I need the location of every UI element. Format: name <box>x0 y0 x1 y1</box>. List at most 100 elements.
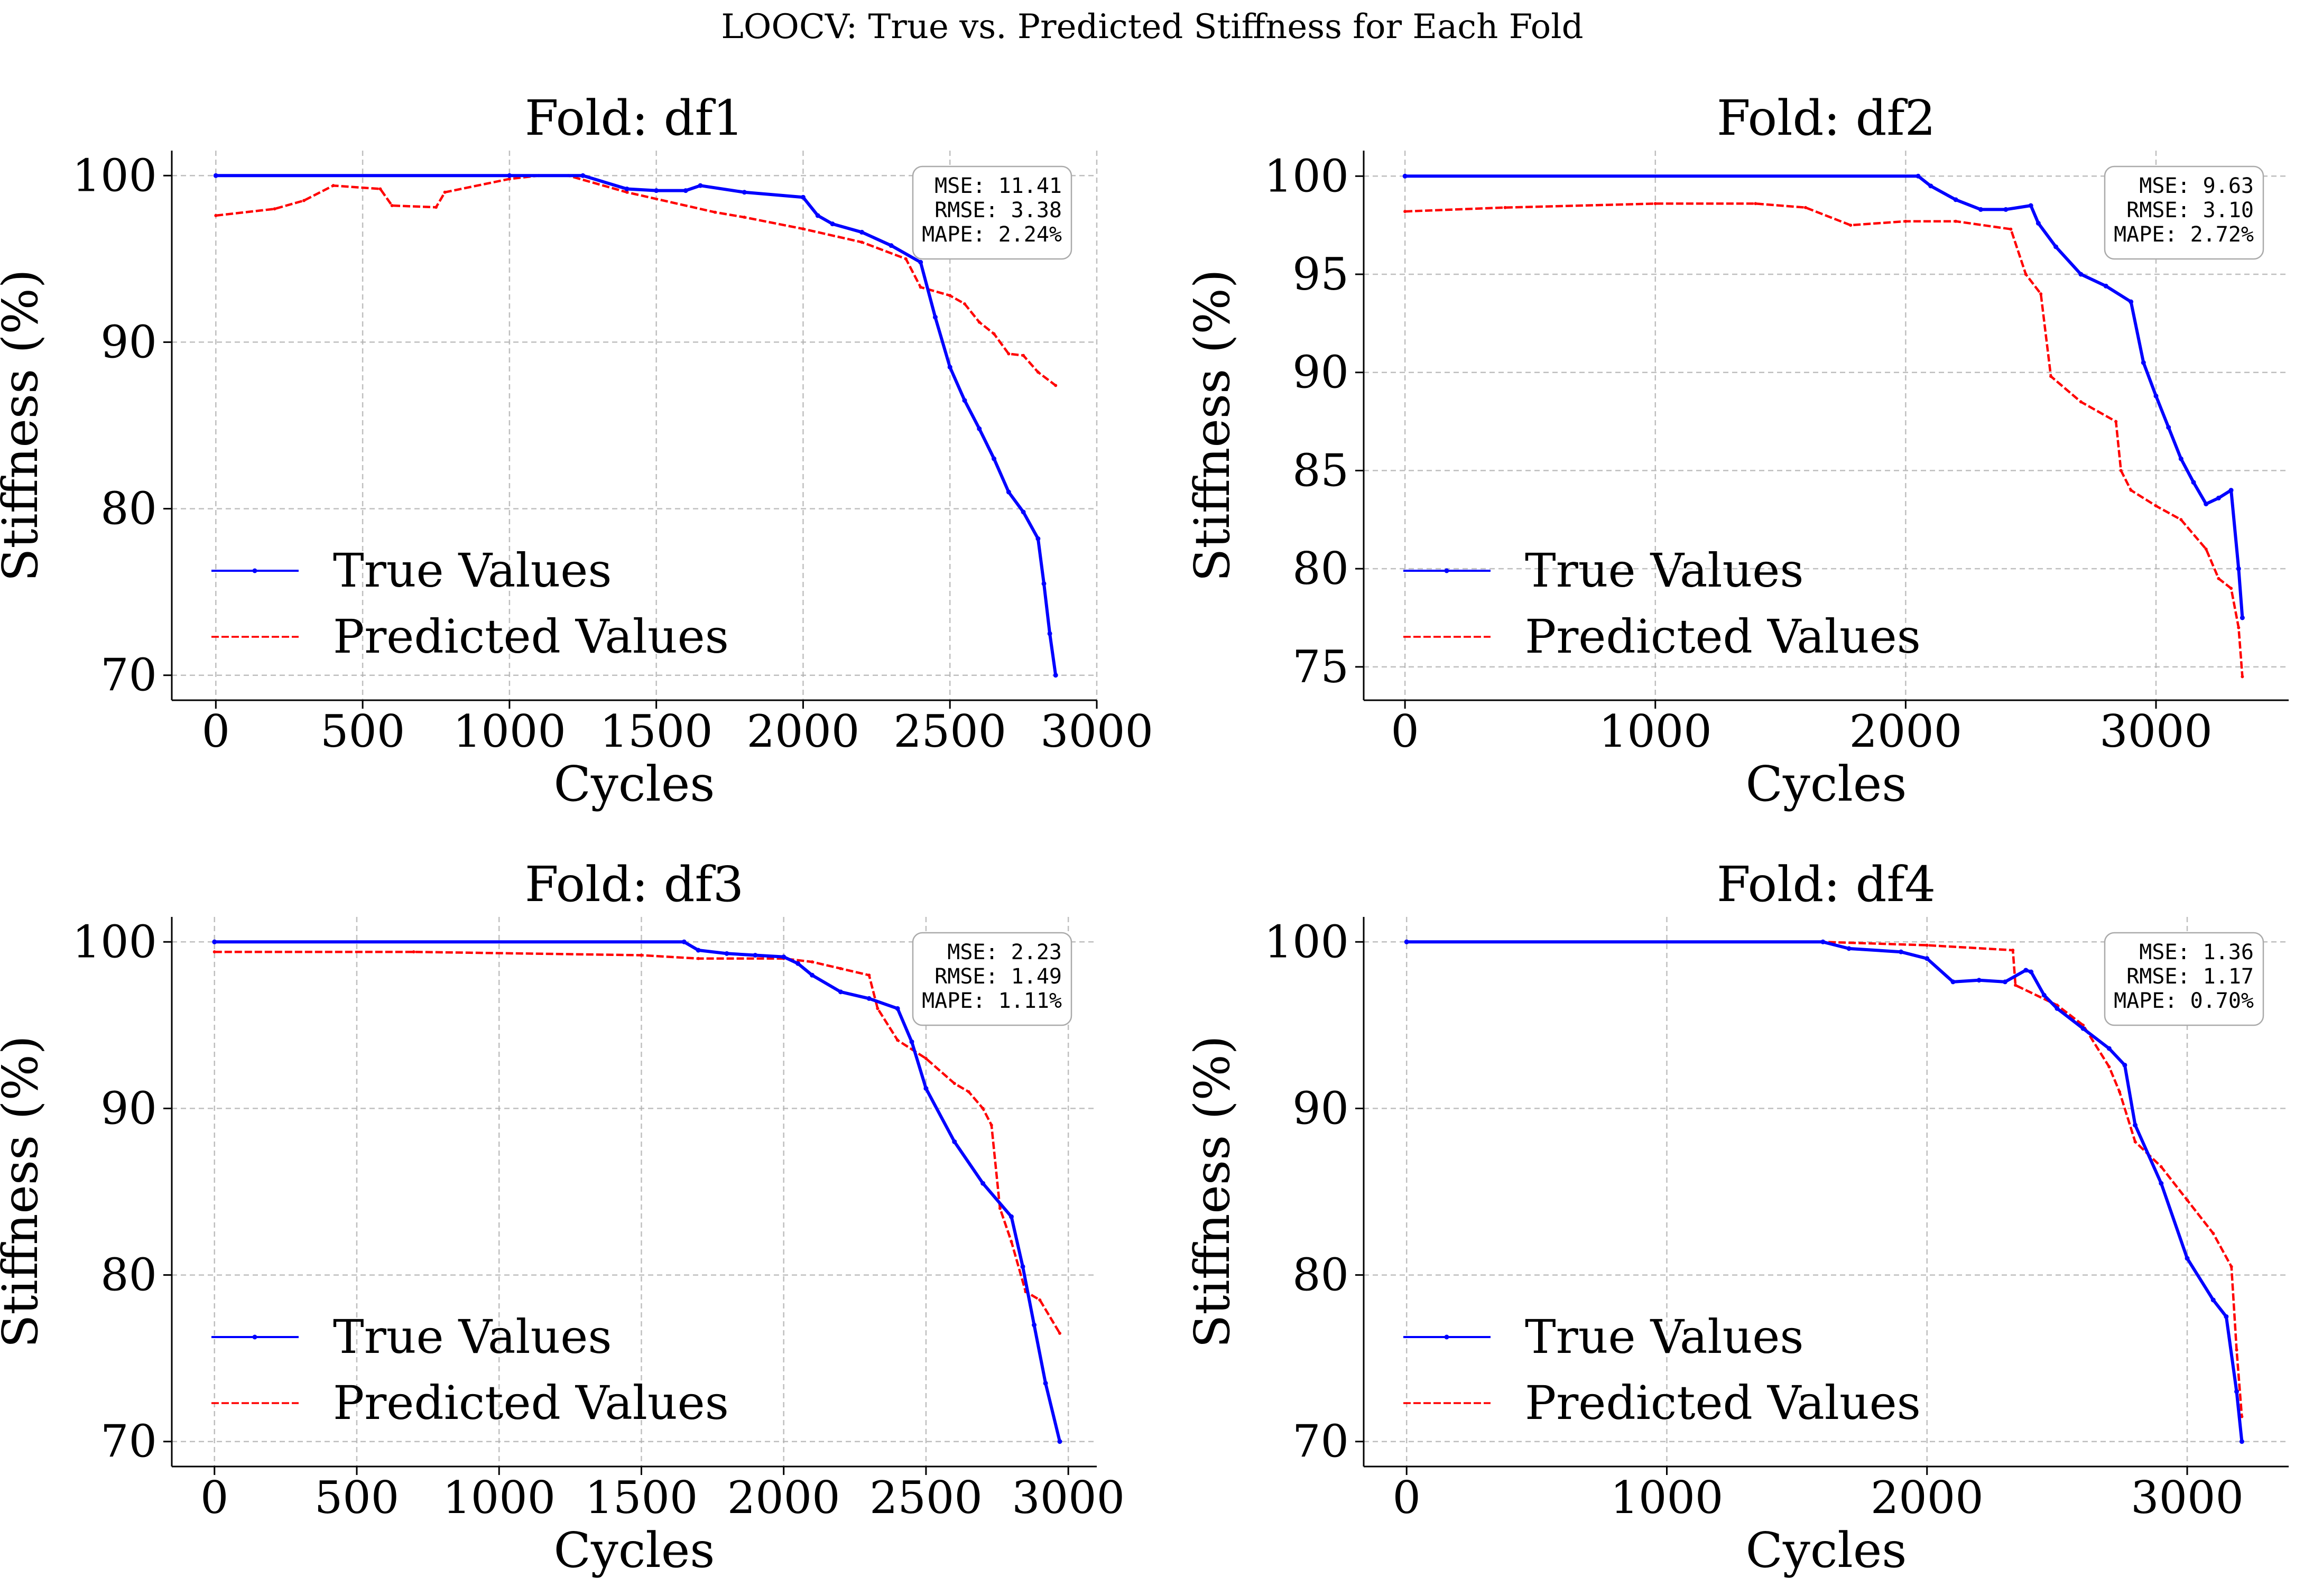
true-value-point <box>580 173 586 178</box>
true-value-point <box>2204 502 2209 507</box>
true-value-point <box>2028 203 2033 208</box>
predicted-value-point <box>2014 983 2018 987</box>
predicted-value-point <box>2235 1348 2238 1352</box>
x-tick-label: 2500 <box>893 706 1006 757</box>
true-value-point <box>1976 978 1982 983</box>
y-tick-label: 90 <box>100 1082 157 1134</box>
plot-area <box>213 173 1058 678</box>
x-tick-label: 500 <box>320 706 405 757</box>
true-value-point <box>1402 173 1408 179</box>
x-tick-label: 1500 <box>600 706 713 757</box>
predicted-value-point <box>2107 1065 2111 1069</box>
predicted-value-point <box>867 973 871 977</box>
true-value-point <box>696 948 701 953</box>
predicted-value-point <box>390 204 394 207</box>
metrics-box <box>912 932 1072 1026</box>
legend-predicted-label: Predicted Values <box>333 1376 729 1430</box>
true-value-point <box>1006 489 1011 495</box>
x-tick-label: 2000 <box>727 1472 840 1524</box>
true-value-point <box>2191 480 2196 485</box>
metric-text: RMSE: 1.49 <box>934 964 1062 989</box>
predicted-value-point <box>810 960 814 964</box>
true-value-point <box>1950 979 1956 985</box>
predicted-value-point <box>876 1007 880 1010</box>
predicted-value-point <box>992 332 996 336</box>
chart-title: Fold: df3 <box>525 856 744 913</box>
true-value-point <box>213 173 218 178</box>
x-tick-label: 0 <box>200 1472 228 1524</box>
predicted-value-point <box>2186 1198 2189 1202</box>
predicted-value-point <box>378 187 382 191</box>
metric-text: MSE: 9.63 <box>2139 174 2254 198</box>
predicted-value-point <box>989 1123 993 1127</box>
y-tick-label: 80 <box>100 1249 157 1301</box>
true-value-point <box>2141 360 2146 365</box>
true-value-point <box>2228 488 2234 493</box>
true-value-point <box>1924 956 1930 961</box>
predicted-value-point <box>801 227 805 231</box>
chart-panel-4: 0 1000 2000 3000 70 80 90 100 Fold: df4 Cycles Sti… <box>1184 856 2289 1579</box>
predicted-value-point <box>2229 1265 2233 1268</box>
metric-text: MAPE: 2.24% <box>922 222 1062 247</box>
x-tick-label: 1000 <box>453 706 566 757</box>
predicted-value-point <box>1849 224 1853 227</box>
legend-true-label: True Values <box>1525 543 1803 598</box>
y-tick-label: 80 <box>1292 1249 1349 1301</box>
true-value-point <box>2159 1181 2164 1186</box>
predicted-value-point <box>331 184 335 188</box>
y-tick-label: 80 <box>100 483 157 535</box>
predicted-value-point <box>1653 202 1657 206</box>
true-value-point <box>507 173 512 178</box>
true-value-point <box>724 951 729 956</box>
figure-suptitle: LOOCV: True vs. Predicted Stiffness for … <box>721 7 1583 47</box>
legend-true-marker <box>252 568 257 573</box>
predicted-value-point <box>1007 352 1011 356</box>
x-tick-label: 1000 <box>442 1472 556 1524</box>
metrics-box <box>2104 165 2264 260</box>
true-values-line <box>214 940 1061 1442</box>
predicted-value-point <box>2079 400 2083 404</box>
predicted-value-point <box>2229 587 2233 590</box>
legend-true-marker <box>252 1334 257 1340</box>
plot-area <box>1404 939 2244 1444</box>
x-tick-label: 2000 <box>747 706 860 757</box>
plot-area <box>212 939 1062 1444</box>
y-axis-label: Stiffness (%) <box>0 269 49 581</box>
predicted-value-point <box>2118 1090 2122 1093</box>
predicted-value-point <box>212 950 216 954</box>
legend-true-label: True Values <box>1525 1310 1803 1364</box>
y-tick-label: 70 <box>100 1416 157 1468</box>
true-value-point <box>962 398 967 403</box>
x-tick-label: 2500 <box>869 1472 983 1524</box>
true-value-point <box>212 939 217 944</box>
predicted-value-point <box>2212 1231 2215 1235</box>
chart-panel-3: 0 500 1000 1500 2000 2500 3000 70 80 90 100 Fold: d… <box>0 856 1125 1579</box>
metrics-box <box>912 165 1072 260</box>
predicted-value-point <box>919 285 922 289</box>
predicted-value-point <box>952 1082 956 1085</box>
true-value-point <box>923 1086 929 1091</box>
predicted-value-point <box>948 294 952 298</box>
metric-text: MSE: 1.36 <box>2139 940 2254 964</box>
x-tick-label: 3000 <box>1012 1472 1125 1524</box>
true-value-point <box>2003 207 2009 212</box>
true-value-point <box>2122 1062 2127 1068</box>
true-value-point <box>1043 1380 1048 1386</box>
true-value-point <box>1928 183 1933 189</box>
predicted-value-point <box>1038 1298 1042 1302</box>
x-axis-label: Cycles <box>554 756 715 812</box>
predicted-value-point <box>2217 577 2220 580</box>
predicted-value-point <box>214 214 218 217</box>
predicted-value-point <box>412 950 415 954</box>
chart-panel-2: 0 1000 2000 3000 75 80 85 90 95 100 Fold: df2 Cycle… <box>1184 90 2289 812</box>
true-value-point <box>800 194 806 200</box>
predicted-value-point <box>2114 420 2118 423</box>
legend-true-label: True Values <box>333 1310 612 1364</box>
predicted-value-point <box>1022 354 1025 357</box>
true-value-point <box>866 996 872 1001</box>
predicted-value-point <box>2154 504 2158 508</box>
y-tick-label: 100 <box>1264 150 1349 202</box>
true-value-point <box>1035 536 1041 541</box>
true-value-point <box>2210 1297 2216 1303</box>
y-tick-label: 80 <box>1292 543 1349 595</box>
